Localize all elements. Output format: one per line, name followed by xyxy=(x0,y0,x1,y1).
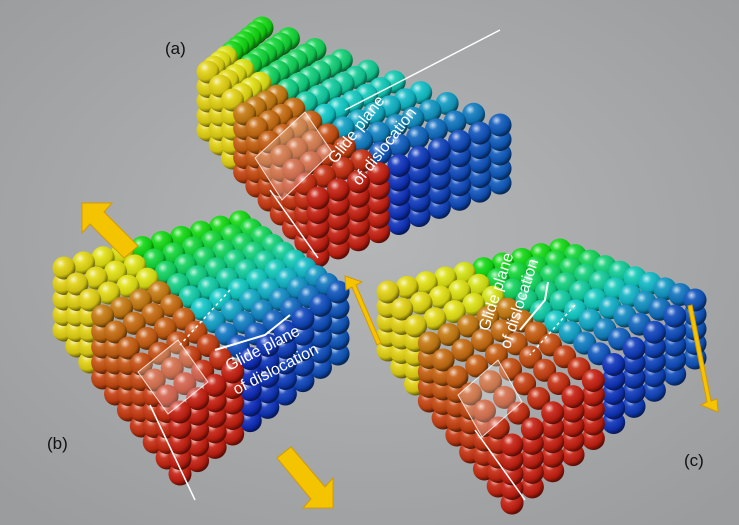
panel-label: (b) xyxy=(47,434,68,453)
atom-shading xyxy=(643,321,666,344)
atom-shading xyxy=(663,305,686,328)
figure: (a) (b) (c) Glide plane of dislocation G… xyxy=(0,0,739,525)
atom-shading xyxy=(408,146,431,169)
atom-shading xyxy=(468,122,491,145)
atom-shading xyxy=(602,353,625,376)
atom-shading xyxy=(327,178,350,201)
atom-shading xyxy=(562,385,585,408)
atom-shading xyxy=(489,114,512,137)
atom-shading xyxy=(684,289,707,312)
atom-shading xyxy=(307,187,330,210)
atom-shading xyxy=(448,130,471,153)
atom-shading xyxy=(521,417,544,440)
atom-shading xyxy=(623,337,646,360)
atom-shading xyxy=(541,401,564,424)
atom-shading xyxy=(501,434,524,457)
panel-label: (a) xyxy=(165,39,186,58)
atom-shading xyxy=(582,369,605,392)
atom-shading xyxy=(387,154,410,177)
panel-label: (c) xyxy=(684,451,704,470)
atom-shading xyxy=(428,138,451,161)
